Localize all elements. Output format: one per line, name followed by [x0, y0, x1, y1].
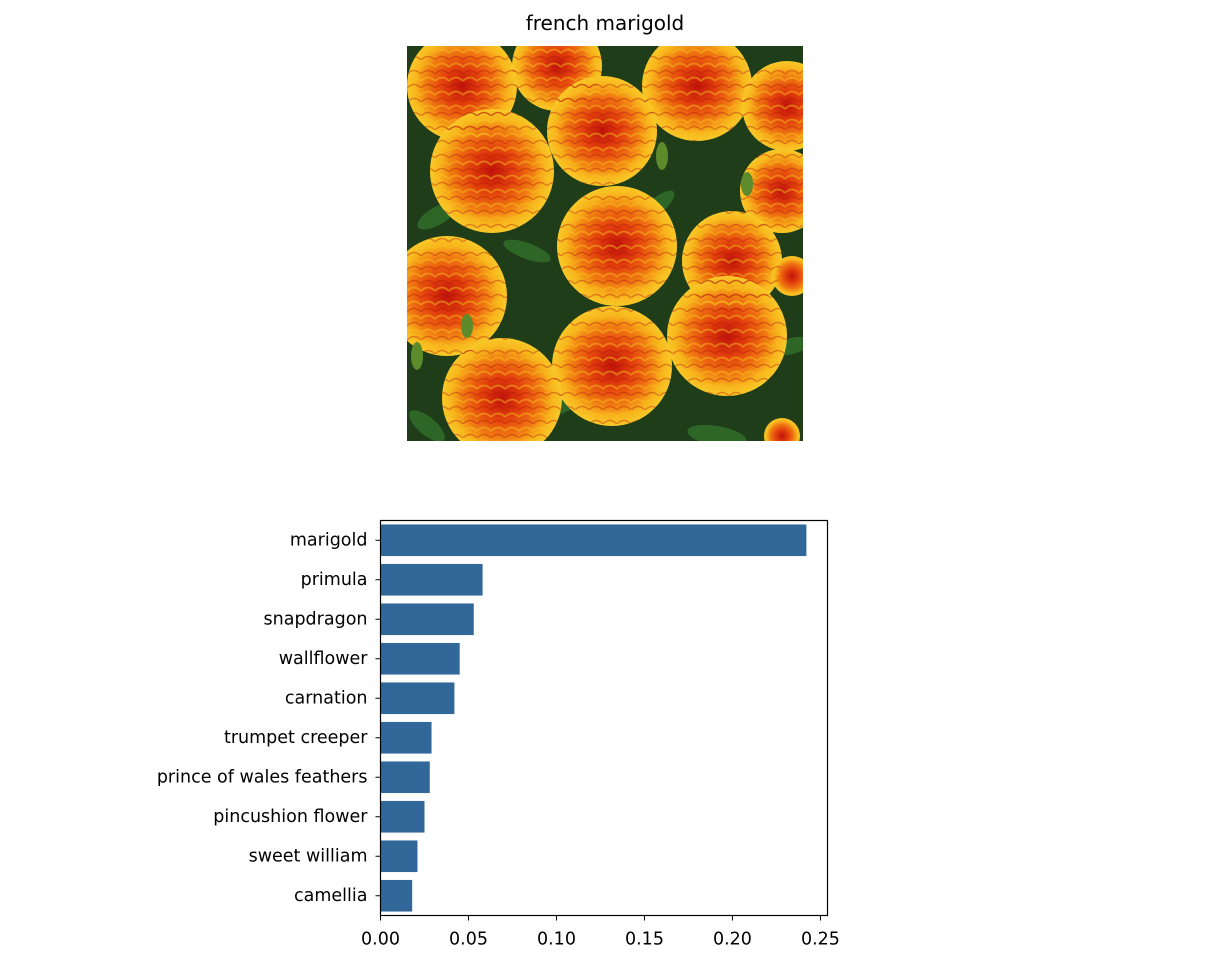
- image-title: french marigold: [525, 11, 685, 35]
- y-tick-label: carnation: [285, 688, 368, 708]
- bar: [380, 761, 430, 794]
- y-tick-label: sweet william: [249, 846, 368, 866]
- bar: [380, 603, 474, 636]
- y-tick-label: prince of wales feathers: [157, 767, 368, 787]
- bar: [380, 682, 455, 715]
- y-tick-label: snapdragon: [264, 609, 368, 629]
- bar: [380, 840, 418, 873]
- x-tick-label: 0.05: [449, 930, 488, 950]
- x-tick-label: 0.00: [361, 930, 400, 950]
- x-tick-label: 0.10: [537, 930, 576, 950]
- flower-photo: [407, 46, 803, 441]
- y-tick-label: trumpet creeper: [224, 728, 368, 748]
- bar: [380, 524, 807, 557]
- y-tick-label: wallflower: [279, 649, 369, 669]
- bar: [380, 563, 483, 596]
- bar: [380, 721, 432, 754]
- x-tick-label: 0.15: [625, 930, 664, 950]
- bar: [380, 800, 425, 833]
- y-tick-label: pincushion flower: [213, 807, 368, 827]
- bar: [380, 879, 413, 912]
- plot-frame: [379, 519, 829, 917]
- bar: [380, 642, 460, 675]
- y-tick-label: camellia: [294, 886, 367, 906]
- y-tick-label: primula: [301, 570, 368, 590]
- x-tick-label: 0.20: [713, 930, 752, 950]
- x-tick-label: 0.25: [801, 930, 840, 950]
- y-tick-label: marigold: [290, 530, 368, 550]
